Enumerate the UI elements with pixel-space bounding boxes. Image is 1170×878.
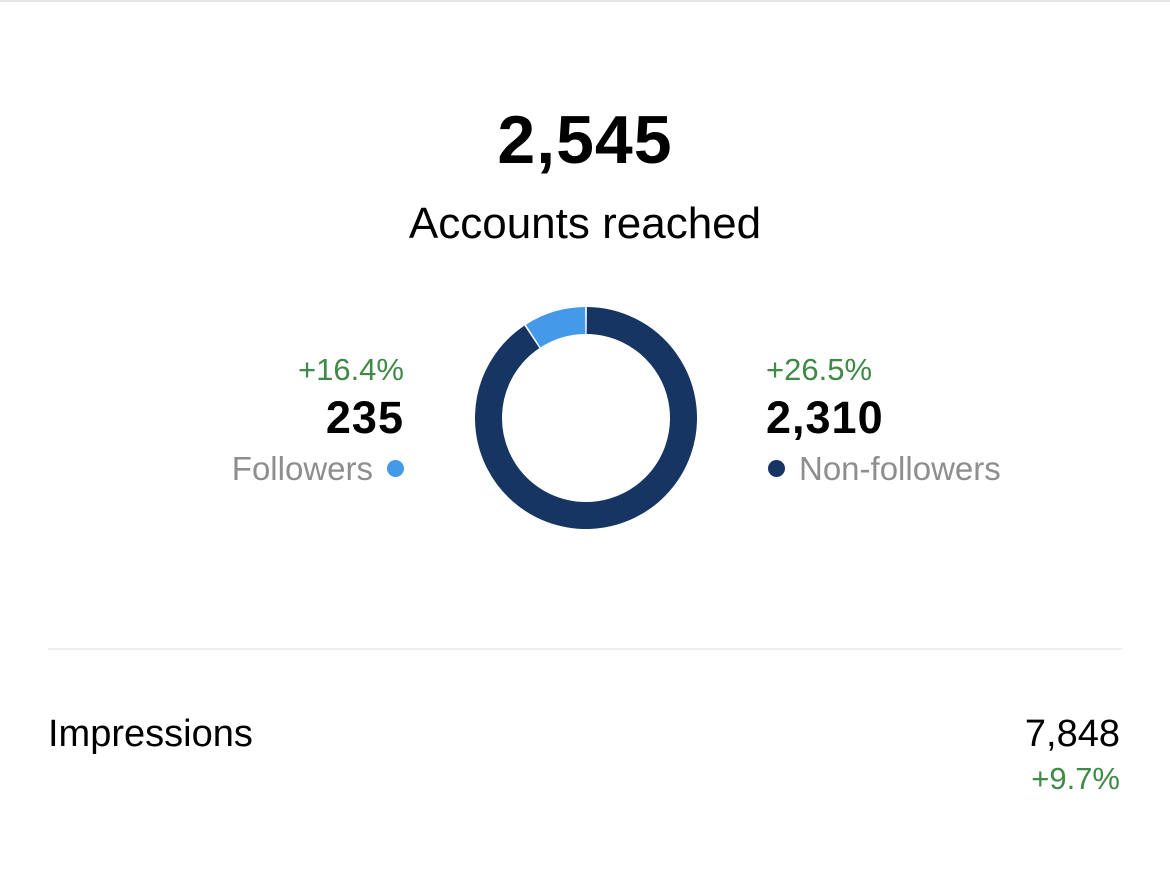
non-followers-legend: Non-followers [766, 446, 1001, 492]
impressions-change: +9.7% [1031, 761, 1120, 796]
followers-legend-label: Followers [231, 450, 373, 487]
donut-slice-followers[interactable] [525, 307, 586, 348]
impressions-stat[interactable]: 7,848 +9.7% [1025, 710, 1120, 800]
accounts-reached-total: 2,545 [497, 102, 673, 178]
audience-donut-chart[interactable] [475, 307, 697, 529]
donut-slice-non-followers[interactable] [475, 307, 697, 529]
non-followers-legend-dot-icon [768, 459, 785, 477]
accounts-reached-label: Accounts reached [408, 199, 762, 248]
section-divider [48, 648, 1122, 650]
non-followers-legend-label: Non-followers [799, 450, 1001, 487]
impressions-value: 7,848 [1024, 713, 1120, 755]
non-followers-stat[interactable]: +26.5% 2,310 Non-followers [766, 350, 1001, 492]
followers-stat[interactable]: +16.4% 235 Followers [232, 350, 404, 492]
top-border [0, 0, 1170, 2]
followers-change: +16.4% [297, 352, 404, 387]
impressions-label[interactable]: Impressions [48, 713, 253, 755]
non-followers-change: +26.5% [766, 352, 873, 387]
non-followers-value: 2,310 [766, 392, 884, 443]
followers-legend: Followers [232, 446, 404, 492]
followers-value: 235 [325, 392, 404, 443]
followers-legend-dot-icon [387, 459, 404, 477]
